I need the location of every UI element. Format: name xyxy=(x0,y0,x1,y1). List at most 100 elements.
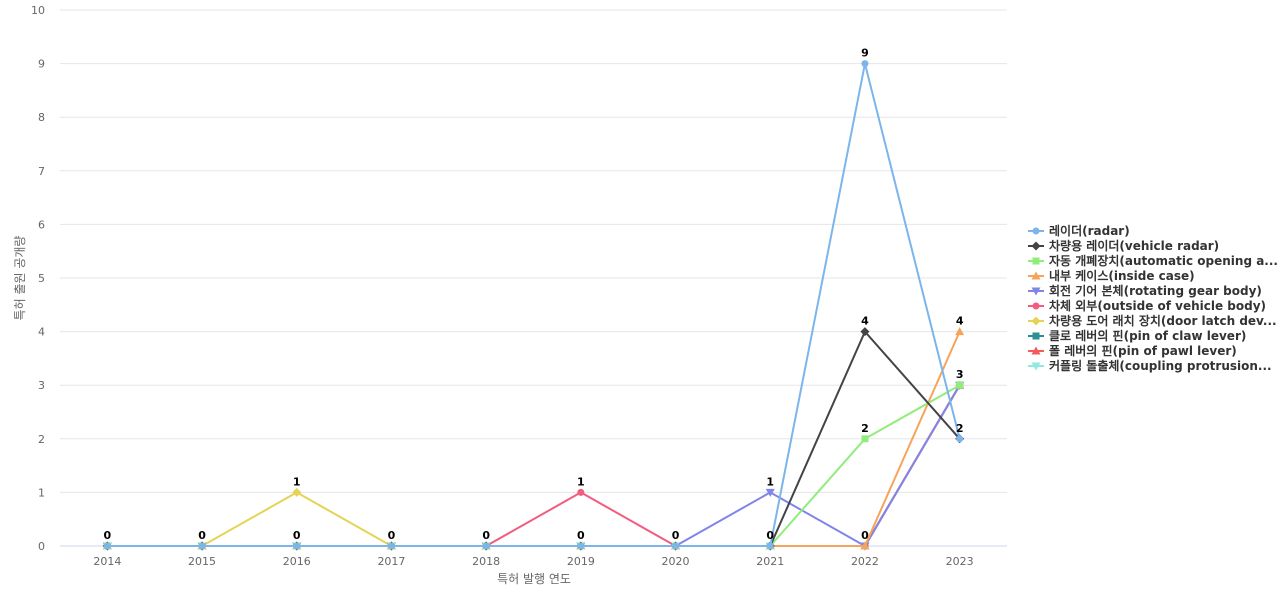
legend-item[interactable]: 차량용 도어 래치 장치(door latch dev... xyxy=(1028,313,1277,328)
legend-marker[interactable] xyxy=(1031,346,1041,355)
legend-label: 클로 레버의 핀(pin of claw lever) xyxy=(1049,328,1246,343)
legend-item[interactable]: 커플링 돌출체(coupling protrusion... xyxy=(1028,358,1272,373)
y-tick-label: 1 xyxy=(38,486,45,499)
x-tick-label: 2023 xyxy=(946,555,974,568)
data-point[interactable] xyxy=(861,60,869,68)
data-point[interactable] xyxy=(955,327,965,336)
data-label: 3 xyxy=(956,368,964,381)
legend-label: 차체 외부(outside of vehicle body) xyxy=(1049,298,1266,313)
legend-item[interactable]: 레이더(radar) xyxy=(1028,223,1130,238)
data-point[interactable] xyxy=(766,542,774,550)
legend-label: 회전 기어 본체(rotating gear body) xyxy=(1049,283,1262,298)
series-line[interactable] xyxy=(107,62,961,547)
legend[interactable]: 레이더(radar)차량용 레이더(vehicle radar)자동 개폐장치(… xyxy=(1028,223,1278,373)
data-point[interactable] xyxy=(103,542,111,550)
data-label: 1 xyxy=(577,475,585,488)
x-tick-label: 2016 xyxy=(283,555,311,568)
legend-label: 폴 레버의 핀(pin of pawl lever) xyxy=(1049,343,1237,358)
y-tick-label: 4 xyxy=(38,326,45,339)
legend-item[interactable]: 자동 개폐장치(automatic opening a... xyxy=(1028,253,1278,268)
legend-marker[interactable] xyxy=(1031,316,1041,326)
series-line[interactable] xyxy=(107,384,961,547)
legend-item[interactable]: 차량용 레이더(vehicle radar) xyxy=(1028,238,1219,253)
x-axis-ticks: 2014 2015 2016 2017 2018 2019 2020 2021 2022 2023 xyxy=(93,555,973,568)
data-label: 0 xyxy=(293,529,301,542)
data-label: 0 xyxy=(672,529,680,542)
legend-marker[interactable] xyxy=(1031,271,1041,280)
legend-label: 차량용 레이더(vehicle radar) xyxy=(1049,238,1219,253)
legend-marker[interactable] xyxy=(1031,287,1041,296)
series-line[interactable] xyxy=(107,384,961,547)
data-point[interactable] xyxy=(198,542,206,550)
legend-label: 내부 케이스(inside case) xyxy=(1049,268,1195,283)
data-labels: 0 0 1 0 0 0 1 0 0 1 0 9 4 2 0 4 3 2 xyxy=(104,47,964,542)
x-tick-label: 2014 xyxy=(93,555,121,568)
legend-label: 레이더(radar) xyxy=(1049,223,1130,238)
legend-marker[interactable] xyxy=(1032,332,1040,340)
data-point[interactable] xyxy=(765,488,775,497)
data-label: 2 xyxy=(861,422,869,435)
legend-item[interactable]: 클로 레버의 핀(pin of claw lever) xyxy=(1028,328,1246,343)
y-tick-label: 7 xyxy=(38,165,45,178)
data-point[interactable] xyxy=(860,327,870,337)
legend-marker[interactable] xyxy=(1031,241,1041,251)
series-9 xyxy=(102,380,965,550)
data-point[interactable] xyxy=(292,487,302,497)
x-tick-label: 2020 xyxy=(662,555,690,568)
data-label: 0 xyxy=(104,529,112,542)
series-7 xyxy=(102,380,965,551)
series-line[interactable] xyxy=(107,384,961,547)
series-line[interactable] xyxy=(107,384,961,547)
series-lines xyxy=(102,60,965,551)
data-point[interactable] xyxy=(861,435,869,443)
data-label: 1 xyxy=(766,475,774,488)
y-tick-label: 3 xyxy=(38,379,45,392)
data-label: 4 xyxy=(861,315,869,328)
legend-item[interactable]: 내부 케이스(inside case) xyxy=(1028,268,1195,283)
data-point[interactable] xyxy=(956,381,964,389)
series-line[interactable] xyxy=(107,384,961,547)
legend-marker[interactable] xyxy=(1032,302,1040,310)
series-1 xyxy=(103,60,964,550)
data-point[interactable] xyxy=(672,542,680,550)
y-tick-label: 6 xyxy=(38,218,45,231)
data-point[interactable] xyxy=(387,542,395,550)
data-label: 1 xyxy=(293,475,301,488)
y-tick-label: 9 xyxy=(38,58,45,71)
y-tick-label: 2 xyxy=(38,433,45,446)
data-label: 0 xyxy=(198,529,206,542)
x-axis-title: 특허 발행 연도 xyxy=(497,571,571,586)
data-label: 0 xyxy=(388,529,396,542)
data-point[interactable] xyxy=(956,435,964,443)
x-tick-label: 2017 xyxy=(377,555,405,568)
data-point[interactable] xyxy=(577,542,585,550)
y-tick-label: 5 xyxy=(38,272,45,285)
legend-marker[interactable] xyxy=(1031,362,1041,371)
series-5 xyxy=(102,381,965,551)
series-8 xyxy=(103,381,964,550)
legend-marker[interactable] xyxy=(1032,227,1040,235)
y-tick-label: 10 xyxy=(31,4,45,17)
data-point[interactable] xyxy=(293,542,301,550)
legend-label: 자동 개폐장치(automatic opening a... xyxy=(1049,253,1278,268)
series-3 xyxy=(103,381,964,550)
x-tick-label: 2022 xyxy=(851,555,879,568)
data-point[interactable] xyxy=(860,541,870,550)
data-point[interactable] xyxy=(577,488,585,496)
legend-marker[interactable] xyxy=(1032,257,1040,265)
series-line[interactable] xyxy=(107,384,961,547)
x-tick-label: 2021 xyxy=(756,555,784,568)
data-point[interactable] xyxy=(482,542,490,550)
legend-item[interactable]: 폴 레버의 핀(pin of pawl lever) xyxy=(1028,343,1237,358)
legend-item[interactable]: 회전 기어 본체(rotating gear body) xyxy=(1028,283,1262,298)
legend-item[interactable]: 차체 외부(outside of vehicle body) xyxy=(1028,298,1266,313)
legend-label: 커플링 돌출체(coupling protrusion... xyxy=(1049,358,1272,373)
x-tick-label: 2019 xyxy=(567,555,595,568)
y-axis-title: 특허 출원 공개량 xyxy=(13,236,27,321)
y-axis-ticks: 0 1 2 3 4 5 6 7 8 9 10 xyxy=(31,4,45,553)
data-label: 0 xyxy=(482,529,490,542)
series-10 xyxy=(102,381,965,551)
series-line[interactable] xyxy=(107,384,961,547)
y-tick-label: 8 xyxy=(38,111,45,124)
